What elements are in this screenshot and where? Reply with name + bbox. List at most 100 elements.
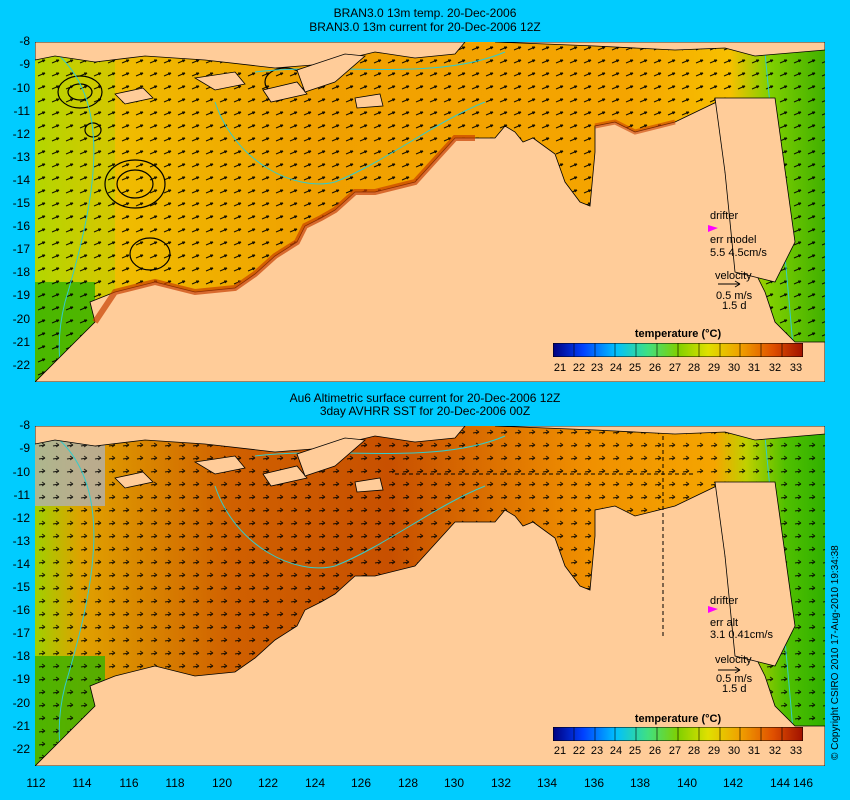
top-cb-label-22: 22 <box>572 362 586 374</box>
top-title-line1: BRAN3.0 13m temp. 20-Dec-2006 <box>333 6 517 20</box>
top-velocity-scale: 0.5 m/s <box>716 290 753 302</box>
bottom-err-label: err alt <box>710 617 739 629</box>
lon-tick: 126 <box>350 776 372 790</box>
lon-tick: 130 <box>443 776 465 790</box>
lon-tick: 114 <box>72 776 92 790</box>
bottom-colorbar <box>553 727 803 741</box>
bottom-cb-label-24: 24 <box>609 745 623 757</box>
top-colorbar-title: temperature (°C) <box>634 328 722 340</box>
top-cb-label-30: 30 <box>727 362 741 374</box>
top-lat-tick: -18 <box>12 265 30 279</box>
top-lat-tick: -16 <box>12 219 30 233</box>
top-lat-tick: -21 <box>12 335 30 349</box>
bottom-velocity-days: 1.5 d <box>722 683 747 695</box>
top-lat-tick: -14 <box>12 173 30 187</box>
bottom-boundary-lines <box>395 436 695 636</box>
bottom-drifter-marker <box>708 606 718 613</box>
copyright-note: © Copyright CSIRO 2010 17-Aug-2010 19:34… <box>826 430 846 760</box>
bottom-lat-tick: -12 <box>12 511 30 525</box>
lon-tick: 140 <box>676 776 698 790</box>
top-cb-label-25: 25 <box>628 362 642 374</box>
lon-tick: 120 <box>211 776 233 790</box>
bottom-cb-label-32: 32 <box>768 745 782 757</box>
top-lat-tick: -19 <box>12 288 30 302</box>
bottom-cb-label-30: 30 <box>727 745 741 757</box>
bottom-map <box>35 426 825 766</box>
bottom-lat-tick: -15 <box>12 580 30 594</box>
lon-tick: 122 <box>257 776 279 790</box>
lon-tick: 124 <box>304 776 326 790</box>
lon-tick: 112 <box>26 776 46 790</box>
lon-tick: 116 <box>119 776 139 790</box>
lon-tick: 128 <box>397 776 419 790</box>
bottom-cb-label-21: 21 <box>553 745 567 757</box>
bottom-velocity-arrow <box>718 666 741 674</box>
bottom-velocity-scale: 0.5 m/s <box>716 673 753 685</box>
top-cb-label-23: 23 <box>590 362 604 374</box>
top-cb-label-26: 26 <box>648 362 662 374</box>
top-cb-label-27: 27 <box>668 362 682 374</box>
bottom-cb-label-23: 23 <box>590 745 604 757</box>
lon-tick: 136 <box>583 776 605 790</box>
lon-tick: 132 <box>490 776 512 790</box>
top-velocity-label: velocity <box>715 270 752 282</box>
top-drifter-label: drifter <box>710 210 739 222</box>
top-cb-label-33: 33 <box>789 362 803 374</box>
top-err-values: 5.5 4.5cm/s <box>710 247 767 259</box>
bottom-lat-tick: -17 <box>12 626 30 640</box>
top-velocity-days: 1.5 d <box>722 300 747 312</box>
bottom-title-line1: Au6 Altimetric surface current for 20-De… <box>289 391 561 405</box>
bottom-cb-label-33: 33 <box>789 745 803 757</box>
top-cb-label-21: 21 <box>553 362 567 374</box>
bottom-lat-tick: -13 <box>12 534 30 548</box>
bottom-cb-label-28: 28 <box>687 745 701 757</box>
bottom-lat-tick: -14 <box>12 557 30 571</box>
lon-tick: 138 <box>629 776 651 790</box>
top-map-canvas <box>35 42 825 382</box>
top-lat-tick: -10 <box>12 81 30 95</box>
top-eddies <box>57 67 306 271</box>
bottom-land <box>35 426 825 766</box>
bottom-map-canvas <box>35 426 825 766</box>
top-title-line2: BRAN3.0 13m current for 20-Dec-2006 12Z <box>309 20 541 34</box>
top-cb-label-28: 28 <box>687 362 701 374</box>
bottom-title-line2: 3day AVHRR SST for 20-Dec-2006 00Z <box>319 404 531 418</box>
bottom-cb-label-29: 29 <box>707 745 721 757</box>
top-lat-tick: -20 <box>12 312 30 326</box>
top-lat-tick: -13 <box>12 150 30 164</box>
bottom-lat-tick: -16 <box>12 603 30 617</box>
bottom-lat-tick: -8 <box>19 418 30 432</box>
top-lat-tick: -17 <box>12 242 30 256</box>
bottom-cb-label-26: 26 <box>648 745 662 757</box>
bottom-err-values: 3.1 0.41cm/s <box>710 629 773 641</box>
bottom-drifter-label: drifter <box>710 595 739 607</box>
lon-tick: 118 <box>165 776 185 790</box>
lon-tick: 144 <box>769 776 791 790</box>
top-lat-tick: -9 <box>19 57 30 71</box>
bottom-velocity-label: velocity <box>715 654 752 666</box>
top-velocity-arrow <box>718 280 741 288</box>
top-land <box>35 42 825 382</box>
top-lat-tick: -15 <box>12 196 30 210</box>
lon-tick: 134 <box>536 776 558 790</box>
bottom-cb-label-25: 25 <box>628 745 642 757</box>
bottom-lat-tick: -20 <box>12 696 30 710</box>
top-cb-label-31: 31 <box>747 362 761 374</box>
top-lat-tick: -12 <box>12 127 30 141</box>
bottom-lat-tick: -19 <box>12 672 30 686</box>
top-err-label: err model <box>710 234 757 246</box>
top-map <box>35 42 825 382</box>
top-lat-tick: -11 <box>13 104 30 118</box>
top-colorbar <box>553 343 803 357</box>
top-cb-label-32: 32 <box>768 362 782 374</box>
top-lat-tick: -22 <box>12 358 30 372</box>
copyright-text: © Copyright CSIRO 2010 17-Aug-2010 19:34… <box>830 545 841 760</box>
bottom-cb-label-22: 22 <box>572 745 586 757</box>
bottom-lat-tick: -22 <box>12 742 30 756</box>
bottom-lat-tick: -11 <box>13 488 30 502</box>
bottom-lat-tick: -21 <box>12 719 30 733</box>
top-cb-label-29: 29 <box>707 362 721 374</box>
top-drifter-marker <box>708 225 718 232</box>
top-lat-tick: -8 <box>19 34 30 48</box>
bottom-lat-tick: -10 <box>12 465 30 479</box>
